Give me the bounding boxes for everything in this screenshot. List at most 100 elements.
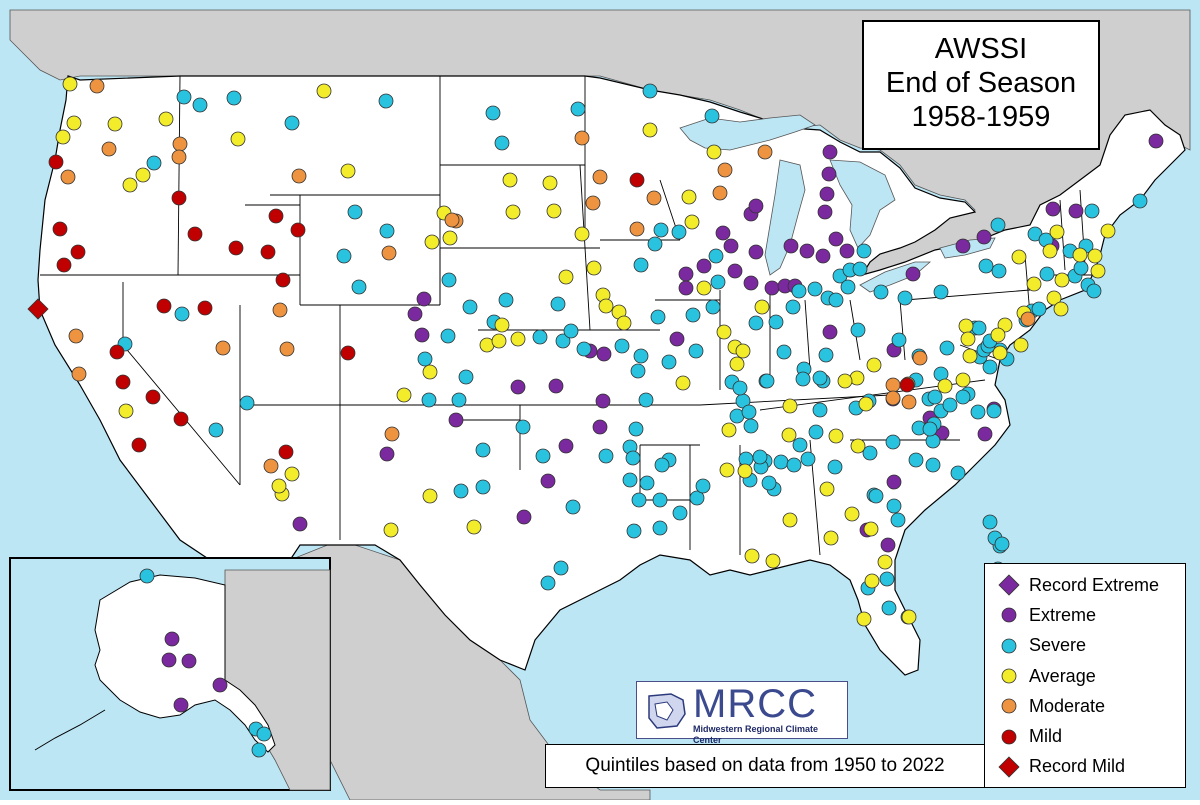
legend-item: Record Mild <box>985 752 1185 782</box>
station-marker-extreme <box>723 238 739 254</box>
station-marker-severe <box>628 421 644 437</box>
station-marker-average <box>107 116 123 132</box>
station-marker-severe <box>708 248 724 264</box>
legend-circle-icon <box>1001 608 1017 623</box>
station-marker-moderate <box>263 458 279 474</box>
station-marker-extreme <box>815 248 831 264</box>
lake-huron <box>829 159 896 249</box>
station-marker-severe <box>550 296 566 312</box>
station-marker-average <box>494 317 510 333</box>
title-box: AWSSI End of Season 1958-1959 <box>862 20 1100 150</box>
station-marker-extreme <box>977 426 993 442</box>
station-marker-severe <box>570 101 586 117</box>
station-marker-severe <box>922 421 938 437</box>
station-marker-extreme <box>976 229 992 245</box>
station-marker-average <box>937 378 953 394</box>
station-marker-extreme <box>822 144 838 160</box>
station-marker-severe <box>785 299 801 315</box>
legend-diamond-icon <box>998 574 1020 596</box>
station-marker-average <box>863 521 879 537</box>
legend-item: Record Extreme <box>985 570 1185 600</box>
station-marker-severe <box>1039 266 1055 282</box>
station-marker-average <box>422 364 438 380</box>
station-marker-average <box>442 230 458 246</box>
station-marker-severe <box>986 403 1002 419</box>
station-marker-severe <box>256 726 272 742</box>
station-marker-severe <box>1031 301 1047 317</box>
station-marker-extreme <box>821 166 837 182</box>
station-marker-severe <box>939 340 955 356</box>
station-marker-extreme <box>783 238 799 254</box>
station-marker-severe <box>622 472 638 488</box>
title-line-1: AWSSI <box>934 33 1028 65</box>
legend-diamond-icon <box>998 756 1020 778</box>
station-marker-severe <box>440 328 456 344</box>
station-marker-severe <box>485 105 501 121</box>
station-marker-extreme <box>161 652 177 668</box>
station-marker-average <box>735 343 751 359</box>
station-marker-severe <box>982 359 998 375</box>
station-marker-severe <box>990 217 1006 233</box>
station-marker-severe <box>759 373 775 389</box>
station-marker-severe <box>704 108 720 124</box>
station-marker-mild <box>56 257 72 273</box>
station-marker-severe <box>226 90 242 106</box>
station-marker-extreme <box>696 258 712 274</box>
station-marker-average <box>1090 263 1106 279</box>
legend-label: Severe <box>1029 635 1087 656</box>
station-marker-severe <box>671 224 687 240</box>
legend-label: Average <box>1029 665 1096 686</box>
station-marker-average <box>284 466 300 482</box>
station-marker-mild <box>260 244 276 260</box>
state-border-line <box>899 299 906 361</box>
station-marker-extreme <box>292 516 308 532</box>
station-marker-severe <box>743 418 759 434</box>
station-marker-severe <box>818 347 834 363</box>
station-marker-average <box>271 478 287 494</box>
station-marker-severe <box>453 483 469 499</box>
station-marker-mild <box>197 300 213 316</box>
station-marker-average <box>782 398 798 414</box>
station-marker-average <box>422 488 438 504</box>
station-marker-severe <box>800 451 816 467</box>
station-marker-severe <box>192 97 208 113</box>
station-marker-moderate <box>171 149 187 165</box>
station-marker-average <box>1046 290 1062 306</box>
station-marker-severe <box>991 263 1007 279</box>
station-marker-severe <box>576 341 592 357</box>
station-marker-severe <box>891 332 907 348</box>
station-marker-average <box>684 214 700 230</box>
station-marker-average <box>744 548 760 564</box>
station-marker-severe <box>379 223 395 239</box>
station-marker-extreme <box>669 331 685 347</box>
aleutian-islands <box>34 709 106 751</box>
station-marker-moderate <box>381 245 397 261</box>
station-marker-extreme <box>164 631 180 647</box>
station-marker-average <box>856 611 872 627</box>
station-marker-extreme <box>379 446 395 462</box>
station-marker-mild <box>187 226 203 242</box>
station-marker-severe <box>827 459 843 475</box>
station-marker-average <box>1072 247 1088 263</box>
station-marker-severe <box>942 397 958 413</box>
station-marker-mild <box>340 345 356 361</box>
station-marker-extreme <box>727 263 743 279</box>
station-marker-severe <box>535 448 551 464</box>
station-marker-average <box>958 318 974 334</box>
station-marker-severe <box>852 261 868 277</box>
legend-label: Record Extreme <box>1029 574 1160 595</box>
legend-item: Average <box>985 661 1185 691</box>
station-marker-extreme <box>886 474 902 490</box>
legend-circle-icon <box>1001 668 1017 684</box>
station-marker-average <box>675 375 691 391</box>
station-marker-extreme <box>678 280 694 296</box>
station-marker-severe <box>732 380 748 396</box>
station-marker-extreme <box>822 324 838 340</box>
station-marker-mild <box>52 221 68 237</box>
station-marker-severe <box>251 742 267 758</box>
station-marker-moderate <box>712 185 728 201</box>
station-marker-severe <box>458 369 474 385</box>
station-marker-average <box>558 269 574 285</box>
station-marker-moderate <box>444 212 460 228</box>
station-marker-extreme <box>880 537 896 553</box>
